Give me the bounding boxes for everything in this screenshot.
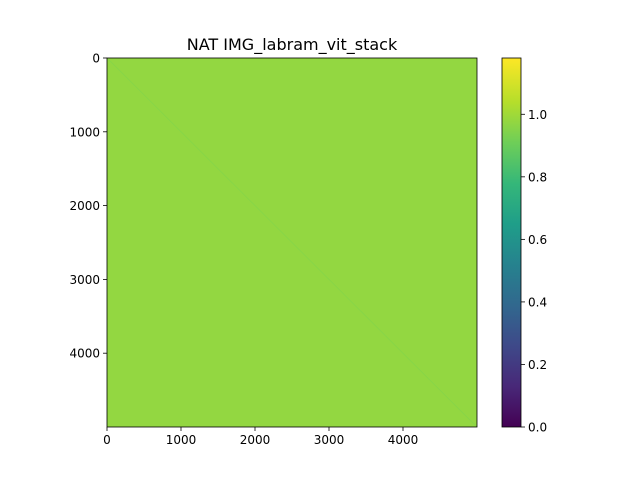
x-tick-label: 0 xyxy=(103,433,111,447)
y-tick-label: 3000 xyxy=(69,273,100,287)
colorbar-tick-label: 0.6 xyxy=(528,233,547,247)
y-tick-label: 0 xyxy=(92,52,100,66)
colorbar-tick-label: 0.0 xyxy=(528,421,547,435)
heatmap-diagonal xyxy=(106,57,478,428)
x-tick-label: 2000 xyxy=(240,433,271,447)
colorbar-tick-label: 0.8 xyxy=(528,170,547,184)
colorbar-axis: 0.0 0.2 0.4 0.6 0.8 1.0 xyxy=(521,108,547,435)
y-axis: 0 1000 2000 3000 4000 xyxy=(69,52,107,361)
y-tick-label: 1000 xyxy=(69,125,100,139)
heatmap-frame xyxy=(106,57,478,428)
x-tick-label: 1000 xyxy=(166,433,197,447)
colorbar-tick-label: 1.0 xyxy=(528,108,547,122)
y-tick-label: 4000 xyxy=(69,347,100,361)
colorbar-tick-label: 0.2 xyxy=(528,358,547,372)
x-tick-label: 3000 xyxy=(314,433,345,447)
colorbar xyxy=(501,57,522,428)
y-tick-label: 2000 xyxy=(69,199,100,213)
x-axis: 0 1000 2000 3000 4000 xyxy=(103,427,418,447)
chart-title: NAT IMG_labram_vit_stack xyxy=(187,35,398,55)
colorbar-tick-label: 0.4 xyxy=(528,295,547,309)
x-tick-label: 4000 xyxy=(388,433,419,447)
